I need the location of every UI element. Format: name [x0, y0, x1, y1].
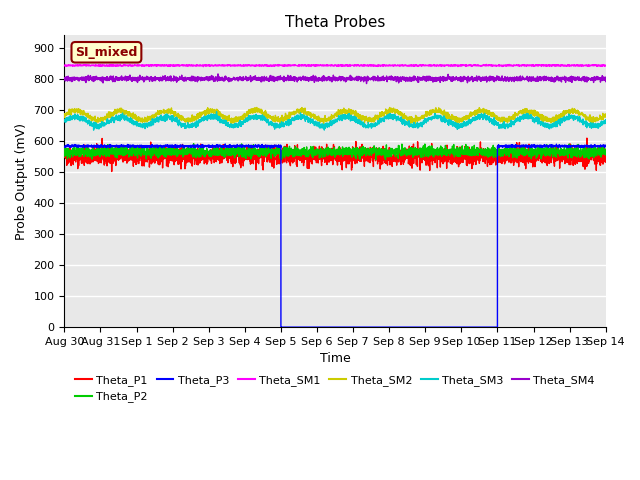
Theta_P3: [417, 324, 425, 330]
Theta_P2: [154, 148, 162, 154]
Theta_P3: [426, 324, 434, 330]
Theta_P2: [602, 152, 609, 157]
Theta_SM1: [122, 62, 130, 68]
Theta_P1: [583, 135, 591, 141]
Theta_SM2: [154, 110, 162, 116]
Line: Theta_SM4: Theta_SM4: [65, 74, 605, 84]
Theta_SM4: [214, 71, 222, 77]
Theta_SM1: [533, 62, 541, 68]
Theta_P1: [533, 151, 541, 157]
Theta_P3: [277, 324, 285, 330]
Theta_SM3: [591, 124, 599, 130]
Theta_P2: [533, 149, 541, 155]
Theta_P1: [292, 154, 300, 160]
Theta_P3: [120, 144, 128, 150]
Theta_SM1: [591, 62, 599, 68]
Theta_SM3: [292, 114, 300, 120]
Theta_SM4: [122, 74, 130, 80]
Line: Theta_SM1: Theta_SM1: [65, 64, 605, 67]
Theta_SM2: [253, 105, 260, 110]
Theta_P1: [108, 168, 116, 174]
Theta_SM1: [602, 63, 609, 69]
Theta_SM1: [61, 62, 68, 68]
Theta_SM2: [602, 113, 609, 119]
Theta_SM3: [212, 109, 220, 115]
Theta_P1: [122, 156, 130, 162]
Theta_SM1: [154, 62, 162, 68]
Theta_P2: [381, 157, 389, 163]
Theta_P1: [155, 151, 163, 157]
Theta_P1: [602, 154, 609, 160]
Legend: Theta_P1, Theta_P2, Theta_P3, Theta_SM1, Theta_SM2, Theta_SM3, Theta_SM4: Theta_P1, Theta_P2, Theta_P3, Theta_SM1,…: [71, 371, 599, 407]
Theta_SM3: [90, 127, 97, 133]
Theta_SM4: [602, 79, 609, 84]
Theta_SM4: [591, 76, 599, 82]
Theta_P1: [591, 151, 599, 156]
Text: SI_mixed: SI_mixed: [76, 46, 138, 59]
Theta_SM3: [533, 114, 541, 120]
Theta_P3: [221, 141, 229, 147]
Theta_P2: [190, 141, 198, 146]
Theta_P3: [61, 144, 68, 150]
Theta_SM4: [533, 75, 541, 81]
Line: Theta_SM3: Theta_SM3: [65, 112, 605, 130]
Theta_SM4: [268, 77, 276, 83]
Theta_P1: [61, 151, 68, 157]
Theta_SM4: [154, 76, 162, 82]
X-axis label: Time: Time: [319, 352, 351, 365]
Theta_SM3: [61, 119, 68, 124]
Theta_P3: [598, 144, 605, 150]
Theta_P2: [292, 153, 300, 158]
Theta_SM2: [292, 109, 300, 115]
Theta_SM2: [591, 118, 599, 124]
Theta_P2: [268, 146, 276, 152]
Theta_SM1: [483, 61, 490, 67]
Theta_SM1: [268, 63, 276, 69]
Theta_SM2: [533, 111, 541, 117]
Line: Theta_SM2: Theta_SM2: [65, 108, 605, 124]
Theta_SM2: [411, 121, 419, 127]
Theta_SM4: [61, 75, 68, 81]
Theta_P2: [591, 149, 599, 155]
Theta_P3: [579, 143, 586, 148]
Y-axis label: Probe Output (mV): Probe Output (mV): [15, 123, 28, 240]
Theta_SM1: [292, 62, 300, 68]
Theta_SM3: [269, 122, 276, 128]
Theta_P3: [213, 143, 221, 149]
Line: Theta_P1: Theta_P1: [65, 138, 605, 171]
Theta_P3: [602, 143, 609, 148]
Theta_SM1: [200, 64, 207, 70]
Theta_SM3: [122, 113, 130, 119]
Theta_P2: [122, 151, 130, 157]
Line: Theta_P3: Theta_P3: [65, 144, 605, 327]
Line: Theta_P2: Theta_P2: [65, 144, 605, 160]
Theta_SM4: [292, 74, 300, 80]
Theta_SM2: [268, 115, 276, 121]
Theta_P1: [268, 164, 276, 169]
Theta_SM3: [155, 118, 163, 123]
Theta_P2: [61, 154, 68, 159]
Title: Theta Probes: Theta Probes: [285, 15, 385, 30]
Theta_SM4: [363, 81, 371, 86]
Theta_SM2: [61, 111, 68, 117]
Theta_SM2: [122, 110, 130, 116]
Theta_SM3: [602, 117, 609, 123]
